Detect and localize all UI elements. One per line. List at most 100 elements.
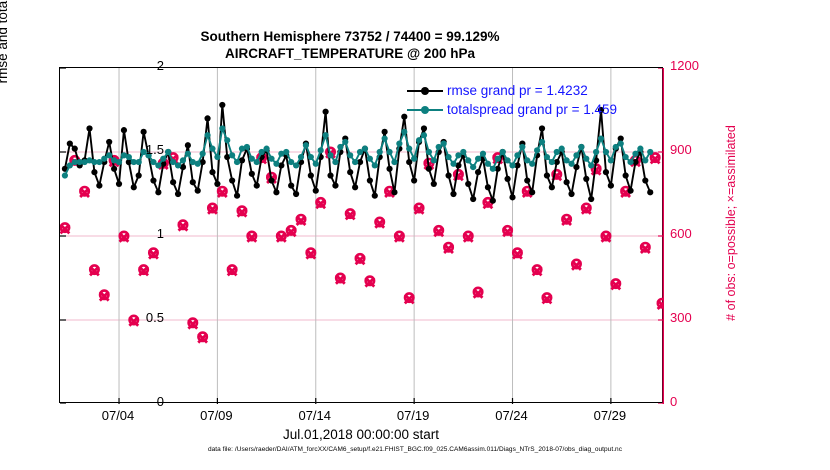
obs-possible-marker	[138, 264, 150, 276]
series-point-rmse	[563, 179, 570, 186]
obs-possible-marker	[511, 247, 523, 259]
series-point-totalspread	[288, 158, 295, 166]
series-point-rmse	[150, 177, 157, 184]
obs-assimilated-marker	[98, 290, 110, 302]
obs-possible-marker	[541, 292, 553, 304]
series-point-rmse	[543, 172, 551, 179]
series-point-rmse	[273, 189, 280, 196]
series-point-rmse	[465, 180, 472, 188]
series-point-rmse	[352, 184, 359, 191]
legend-label-totalspread: totalspread grand pr = 1.459	[447, 102, 617, 117]
y-left-tick-label: 1.5	[145, 142, 164, 157]
series-point-totalspread	[140, 148, 147, 156]
series-point-rmse	[509, 194, 516, 201]
series-point-rmse	[411, 177, 418, 184]
series-point-rmse	[583, 175, 590, 182]
obs-assimilated-marker	[197, 332, 209, 344]
obs-possible-marker	[600, 230, 612, 242]
x-tick-label: 07/24	[495, 408, 528, 423]
obs-possible-marker	[236, 205, 248, 217]
obs-possible-marker	[226, 264, 238, 276]
series-point-totalspread	[150, 158, 157, 166]
obs-assimilated-marker	[275, 232, 287, 243]
data-file-footer: data file: /Users/raeder/DAI/ATM_forcXX/…	[207, 446, 623, 453]
x-tick-label: 07/09	[200, 408, 233, 423]
obs-possible-marker	[656, 297, 664, 309]
series-point-totalspread	[401, 128, 408, 135]
obs-possible-marker	[344, 208, 356, 220]
series-point-totalspread	[538, 138, 546, 146]
series-point-totalspread	[411, 155, 418, 162]
obs-assimilated-marker	[118, 232, 130, 243]
obs-possible-marker	[531, 264, 543, 276]
y-left-tick-label: 1	[156, 226, 164, 241]
series-point-rmse	[214, 180, 221, 188]
series-point-totalspread	[593, 148, 600, 156]
series-point-rmse	[484, 184, 492, 191]
y-right-tick-label: 900	[670, 142, 692, 157]
series-point-totalspread	[130, 158, 137, 166]
series-point-totalspread	[96, 158, 103, 166]
legend-marker-rmse	[407, 85, 443, 97]
series-point-totalspread	[337, 143, 344, 151]
obs-possible-marker	[128, 314, 140, 326]
obs-assimilated-marker	[246, 232, 258, 243]
series-point-totalspread	[534, 147, 541, 154]
obs-possible-marker	[570, 258, 582, 270]
series-point-rmse	[125, 158, 132, 166]
series-point-totalspread	[455, 152, 462, 159]
series-point-totalspread	[588, 162, 595, 169]
obs-assimilated-marker	[295, 215, 307, 226]
series-point-totalspread	[647, 148, 654, 156]
series-point-rmse	[524, 177, 531, 184]
series-point-rmse	[538, 125, 546, 132]
series-point-rmse	[514, 162, 521, 169]
series-point-totalspread	[642, 157, 649, 164]
obs-possible-marker	[216, 185, 228, 197]
series-point-totalspread	[543, 153, 551, 161]
series-point-totalspread	[612, 143, 619, 151]
obs-possible-marker	[187, 317, 199, 329]
obs-assimilated-marker	[374, 218, 386, 229]
obs-assimilated-marker	[472, 288, 484, 299]
series-point-totalspread	[263, 145, 270, 152]
series-point-rmse	[470, 195, 477, 203]
series-point-totalspread	[184, 150, 191, 157]
obs-assimilated-marker	[541, 293, 553, 305]
series-point-totalspread	[86, 157, 93, 164]
series-point-totalspread	[627, 158, 634, 166]
series-point-totalspread	[101, 155, 108, 162]
obs-possible-marker	[334, 272, 346, 284]
series-point-totalspread	[573, 152, 580, 159]
series-point-totalspread	[347, 152, 354, 159]
series-point-totalspread	[376, 148, 383, 156]
series-point-rmse	[642, 177, 649, 184]
obs-possible-marker	[177, 219, 189, 231]
series-point-totalspread	[371, 162, 378, 169]
series-point-rmse	[548, 184, 555, 191]
series-point-rmse	[474, 169, 482, 176]
series-point-totalspread	[243, 143, 251, 151]
series-point-totalspread	[194, 160, 201, 167]
series-line-rmse	[63, 104, 652, 202]
series-point-totalspread	[553, 148, 560, 156]
series-point-totalspread	[563, 157, 570, 164]
series-point-totalspread	[125, 153, 132, 161]
obs-possible-marker	[580, 202, 592, 214]
obs-assimilated-marker	[649, 153, 661, 165]
obs-assimilated-marker	[413, 204, 425, 215]
series-point-rmse	[597, 106, 605, 114]
series-point-totalspread	[396, 140, 403, 147]
series-point-rmse	[406, 158, 413, 166]
series-point-rmse	[573, 164, 580, 171]
series-point-rmse	[332, 182, 339, 189]
series-point-totalspread	[342, 138, 349, 146]
series-point-totalspread	[81, 158, 88, 166]
series-point-totalspread	[135, 158, 142, 166]
obs-assimilated-marker	[226, 265, 238, 277]
series-point-rmse	[450, 190, 457, 198]
series-point-totalspread	[327, 152, 334, 159]
obs-assimilated-marker	[531, 265, 543, 277]
series-point-rmse	[86, 125, 93, 132]
obs-assimilated-marker	[285, 226, 297, 238]
